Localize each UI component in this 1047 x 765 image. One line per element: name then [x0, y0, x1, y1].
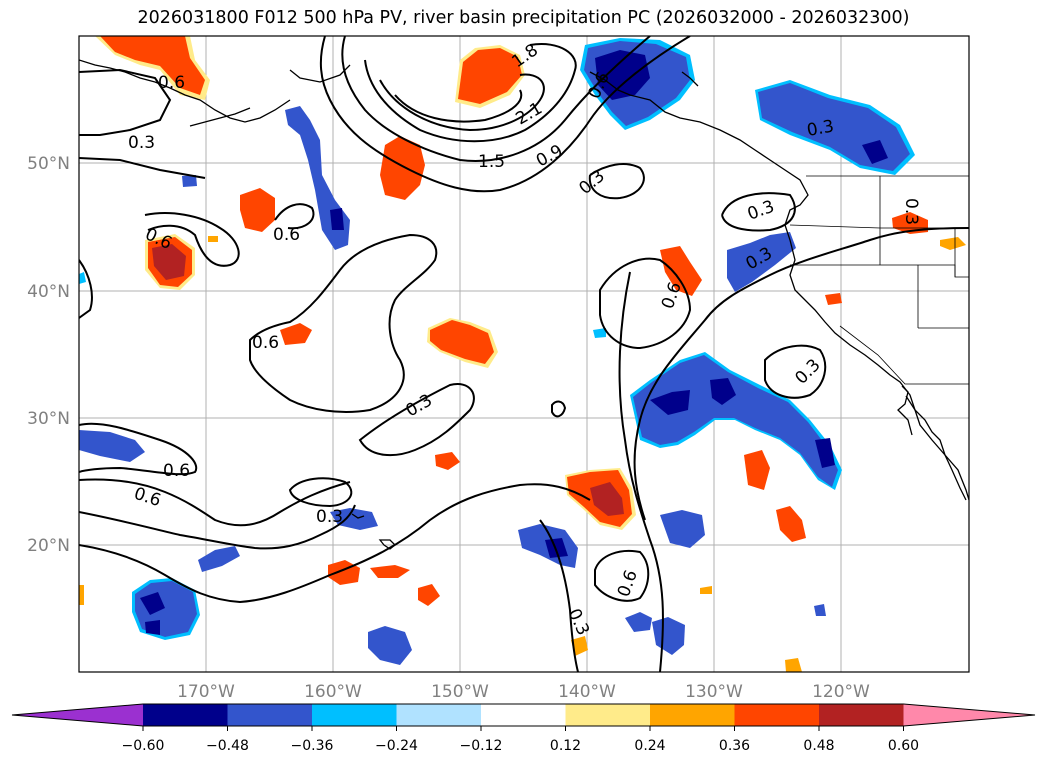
colorbar-segment: [396, 704, 482, 726]
colorbar-tick-label: 0.12: [550, 738, 581, 754]
colorbar-tick-label: −0.60: [122, 738, 165, 754]
lat-tick-label: 40°N: [27, 282, 70, 302]
lat-tick-label: 20°N: [27, 536, 70, 556]
latitude-labels: 50°N 40°N 30°N 20°N: [27, 154, 70, 556]
contour-label: 0.3: [316, 507, 343, 527]
plot-area: [79, 36, 969, 672]
plot-frame: [78, 35, 970, 673]
colorbar-segment: [143, 704, 228, 726]
colorbar-segment: [312, 704, 397, 726]
colorbar-tick-label: −0.48: [206, 738, 249, 754]
colorbar: −0.60 −0.48 −0.36 −0.24 −0.12 0.12 0.24 0.36 0.4…: [11, 703, 1036, 754]
lon-tick-label: 170°W: [177, 682, 235, 702]
colorbar-segment: [565, 704, 651, 726]
colorbar-segment: [734, 704, 820, 726]
colorbar-segment: [650, 704, 735, 726]
longitude-labels: 170°W 160°W 150°W 140°W 130°W 120°W: [177, 682, 870, 702]
precip-negative-areas: [79, 38, 915, 665]
contour-label: 0.3: [128, 133, 155, 153]
colorbar-extend-max: [903, 704, 1035, 726]
colorbar-segment: [481, 704, 566, 726]
lon-tick-label: 130°W: [685, 682, 743, 702]
contour-label: 1.5: [478, 152, 505, 172]
colorbar-tick-label: −0.36: [291, 738, 334, 754]
contour-label: 0.6: [273, 225, 300, 245]
contour-label: 0.6: [158, 73, 185, 93]
colorbar-extend-min: [12, 704, 143, 726]
lat-tick-label: 30°N: [27, 409, 70, 429]
chart-title: 2026031800 F012 500 hPa PV, river basin …: [137, 8, 910, 28]
pv-contours: [79, 36, 969, 672]
colorbar-tick-label: 0.48: [803, 738, 834, 754]
colorbar-tick-label: −0.12: [460, 738, 503, 754]
lon-tick-label: 150°W: [431, 682, 489, 702]
contour-label: 0.3: [805, 117, 835, 141]
contour-label: 0.6: [252, 333, 279, 353]
contour-label: 0.3: [901, 198, 921, 225]
lon-tick-label: 140°W: [558, 682, 616, 702]
colorbar-tick-label: −0.24: [375, 738, 418, 754]
colorbar-tick-label: 0.60: [888, 738, 919, 754]
lat-tick-label: 50°N: [27, 154, 70, 174]
colorbar-segment: [227, 704, 313, 726]
colorbar-tick-label: 0.24: [634, 738, 665, 754]
colorbar-segment: [819, 704, 904, 726]
contour-label: 0.6: [163, 461, 190, 481]
precip-positive-areas: [79, 36, 966, 672]
lon-tick-label: 120°W: [812, 682, 870, 702]
colorbar-tick-label: 0.36: [719, 738, 750, 754]
lon-tick-label: 160°W: [304, 682, 362, 702]
